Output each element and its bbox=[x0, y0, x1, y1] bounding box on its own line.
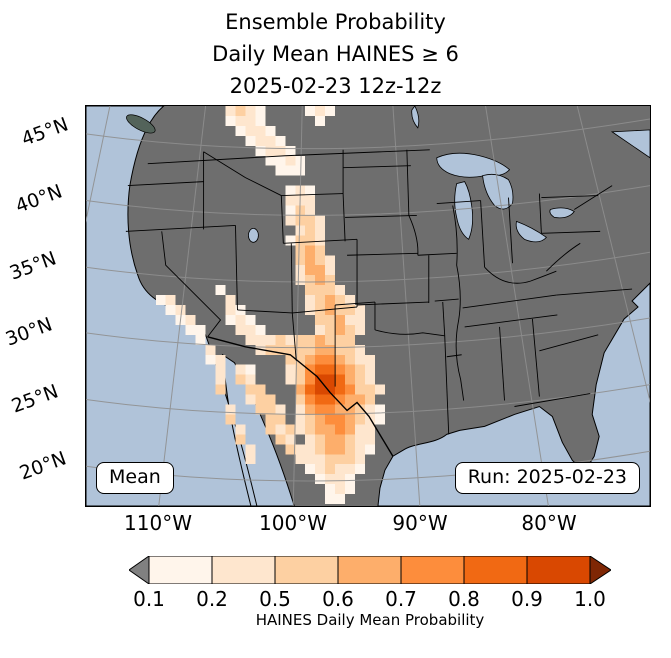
parallel-25n bbox=[86, 384, 650, 415]
colorbar-segment-2 bbox=[211, 556, 276, 584]
lat-tick-30n: 30°N bbox=[2, 313, 56, 351]
map-panel: Mean Run: 2025-02-23 bbox=[85, 105, 651, 507]
colorbar-tick: 0.5 bbox=[259, 587, 291, 611]
vancouver-island bbox=[126, 114, 156, 134]
lon-tick-80w: 80°W bbox=[521, 511, 577, 535]
great-lakes bbox=[248, 106, 575, 243]
colorbar-segment-7 bbox=[526, 556, 591, 584]
colorbar-tick: 0.2 bbox=[196, 587, 228, 611]
meridian-90w bbox=[392, 106, 421, 506]
figure-title: Ensemble Probability Daily Mean HAINES ≥… bbox=[0, 6, 671, 102]
title-line-2: Daily Mean HAINES ≥ 6 bbox=[212, 42, 459, 66]
lake-winnipeg bbox=[411, 106, 420, 129]
run-badge: Run: 2025-02-23 bbox=[454, 462, 640, 494]
colorbar-under-arrow bbox=[129, 556, 150, 584]
lat-tick-25n: 25°N bbox=[8, 380, 62, 418]
meridian-80w bbox=[485, 106, 549, 506]
lon-tick-90w: 90°W bbox=[392, 511, 448, 535]
lake-erie bbox=[515, 220, 547, 243]
colorbar-ticks: 0.1 0.2 0.5 0.6 0.7 0.8 0.9 1.0 bbox=[129, 584, 611, 611]
lat-tick-40n: 40°N bbox=[12, 180, 66, 218]
lat-tick-35n: 35°N bbox=[6, 247, 60, 285]
title-line-3: 2025-02-23 12z-12z bbox=[229, 74, 442, 98]
parallel-35n bbox=[86, 251, 650, 283]
colorbar-label: HAINES Daily Mean Probability bbox=[255, 611, 485, 629]
gulf-atlantic-ocean bbox=[377, 282, 650, 506]
colorbar-over-arrow bbox=[589, 556, 611, 584]
colorbar-segment-4 bbox=[337, 556, 402, 584]
great-salt-lake bbox=[248, 227, 259, 243]
meridian-70w bbox=[576, 106, 650, 404]
colorbar-segment-5 bbox=[400, 556, 465, 584]
us-mexico-border bbox=[207, 336, 394, 457]
lake-michigan bbox=[454, 181, 474, 240]
colorbar-segment-1 bbox=[148, 556, 213, 584]
colorbar-tick: 0.8 bbox=[448, 587, 480, 611]
meridian-110w bbox=[158, 106, 207, 506]
meridian-120w bbox=[86, 106, 111, 223]
parallel-45n bbox=[86, 118, 650, 150]
meridian-100w bbox=[292, 106, 303, 506]
lat-tick-20n: 20°N bbox=[16, 447, 70, 485]
map-svg bbox=[86, 106, 650, 506]
lake-huron bbox=[482, 173, 514, 210]
lon-tick-100w: 100°W bbox=[259, 511, 327, 535]
colorbar: 0.1 0.2 0.5 0.6 0.7 0.8 0.9 1.0 HAINES D… bbox=[129, 556, 611, 629]
colorbar-segment-6 bbox=[463, 556, 528, 584]
mean-badge: Mean bbox=[96, 462, 174, 494]
st-lawrence-water bbox=[610, 129, 650, 159]
colorbar-tick: 0.6 bbox=[322, 587, 354, 611]
colorbar-tick: 1.0 bbox=[574, 587, 606, 611]
state-borders bbox=[125, 149, 633, 435]
colorbar-segment-3 bbox=[274, 556, 339, 584]
lake-ontario bbox=[549, 207, 575, 219]
parallel-40n bbox=[86, 185, 650, 216]
lat-tick-45n: 45°N bbox=[18, 113, 72, 151]
parallel-30n bbox=[86, 317, 650, 349]
colorbar-tick: 0.1 bbox=[133, 587, 165, 611]
colorbar-tick: 0.7 bbox=[385, 587, 417, 611]
lon-tick-110w: 110°W bbox=[124, 511, 192, 535]
title-line-1: Ensemble Probability bbox=[225, 10, 446, 34]
colorbar-svg bbox=[129, 556, 611, 584]
colorbar-tick: 0.9 bbox=[511, 587, 543, 611]
